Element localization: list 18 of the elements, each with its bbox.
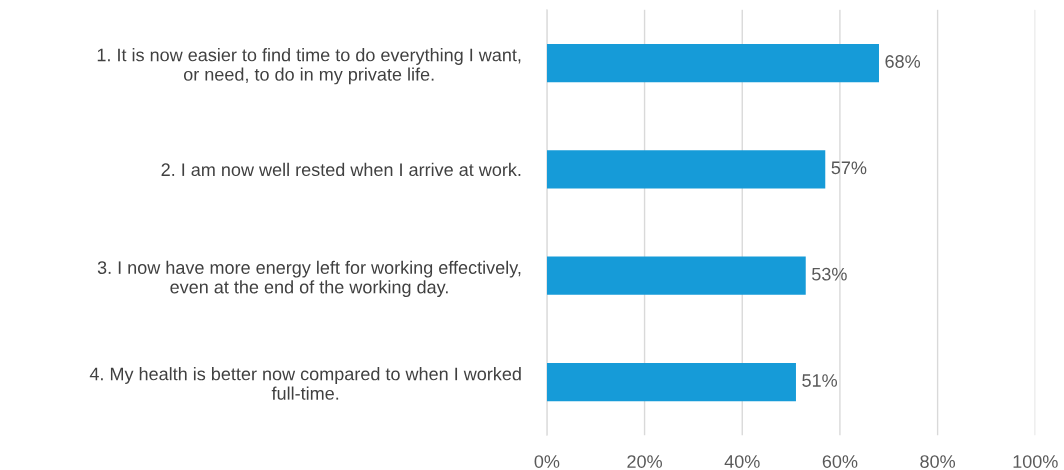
x-tick-label: 60% <box>822 455 858 468</box>
x-tick-label: 100% <box>1013 455 1058 468</box>
x-tick-label: 20% <box>627 455 662 468</box>
y-tick-label: 3. I now have more energy left for working effectively, even at the end of the working day. <box>97 260 521 298</box>
bar <box>546 150 826 189</box>
data-label: 53% <box>812 267 847 281</box>
data-label: 51% <box>802 374 838 387</box>
x-tick-label: 40% <box>724 455 760 468</box>
data-label: 68% <box>885 55 921 68</box>
y-tick-label: 1. It is now easier to find time to do everything I want, or need, to do in my private life. <box>97 48 521 85</box>
x-tick-label: 0% <box>534 455 560 468</box>
y-tick-label: 4. My health is better now compared to when I worked full-time. <box>89 367 521 400</box>
x-tick-label: 80% <box>920 455 956 468</box>
bar <box>546 256 806 295</box>
y-tick-label: 2. I am now well rested when I arrive at work. <box>161 162 521 177</box>
bar <box>546 43 879 83</box>
bar <box>546 362 796 402</box>
data-label: 57% <box>831 161 867 175</box>
